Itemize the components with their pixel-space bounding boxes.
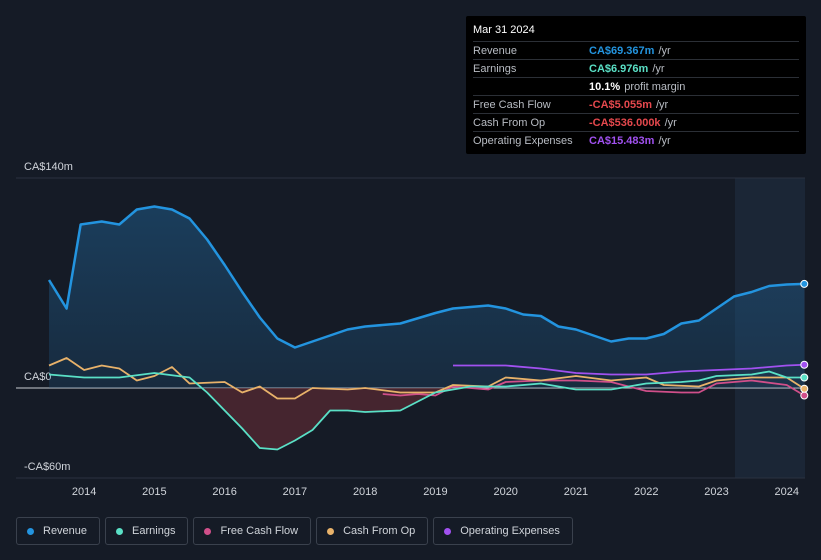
legend: Revenue Earnings Free Cash Flow Cash From O… <box>16 517 573 545</box>
tooltip-label: Revenue <box>473 44 518 57</box>
legend-item[interactable]: Revenue <box>16 517 101 545</box>
x-tick-label: 2023 <box>704 486 728 498</box>
x-tick-label: 2022 <box>634 486 658 498</box>
legend-dot <box>444 527 452 535</box>
tooltip-suffix: /yr <box>655 98 669 111</box>
end-dot <box>800 391 809 400</box>
x-tick-label: 2020 <box>493 486 517 498</box>
tooltip-row: Cash From Op -CA$536.000k/yr <box>473 113 799 131</box>
tooltip-suffix: profit margin <box>624 80 686 93</box>
x-tick-label: 2024 <box>774 486 798 498</box>
tooltip-row: Free Cash Flow -CA$5.055m/yr <box>473 95 799 113</box>
revenue-area <box>49 206 805 388</box>
legend-item[interactable]: Free Cash Flow <box>193 517 312 545</box>
earnings-area <box>49 388 805 450</box>
tooltip-row: Operating Expenses CA$15.483m/yr <box>473 131 799 149</box>
legend-label: Earnings <box>132 525 176 537</box>
x-tick-label: 2019 <box>423 486 447 498</box>
tooltip-date: Mar 31 2024 <box>473 24 535 36</box>
tooltip-row: 10.1% profit margin <box>473 77 799 95</box>
end-dot <box>800 279 809 288</box>
legend-label: Cash From Op <box>343 525 416 537</box>
tooltip-label: Cash From Op <box>473 116 546 129</box>
tooltip-label: Earnings <box>473 62 517 75</box>
y-tick-label: CA$140m <box>24 161 73 173</box>
series-line <box>453 363 805 376</box>
x-tick-label: 2014 <box>72 486 96 498</box>
tooltip-suffix: /yr <box>652 62 665 75</box>
series-line <box>47 205 805 349</box>
tooltip-value: CA$69.367m <box>589 44 655 57</box>
x-tick-label: 2021 <box>564 486 588 498</box>
legend-label: Revenue <box>43 525 88 537</box>
tooltip-value: -CA$536.000k <box>589 116 661 129</box>
tooltip-row: Earnings CA$6.976m/yr <box>473 59 799 77</box>
tooltip-suffix: /yr <box>664 116 677 129</box>
tooltip-row: Revenue CA$69.367m/yr <box>473 41 799 59</box>
end-dot <box>800 384 809 393</box>
legend-item[interactable]: Cash From Op <box>316 517 429 545</box>
legend-dot <box>327 527 335 535</box>
x-tick-label: 2017 <box>283 486 307 498</box>
tooltip-suffix: /yr <box>658 44 671 57</box>
end-dot <box>800 360 809 369</box>
legend-label: Operating Expenses <box>460 525 560 537</box>
tooltip-label: Operating Expenses <box>473 134 573 147</box>
legend-dot <box>27 527 34 535</box>
y-tick-label: CA$0 <box>24 371 52 383</box>
legend-dot <box>116 527 124 535</box>
legend-dot <box>204 527 212 535</box>
end-dot <box>800 373 809 382</box>
tooltip: Mar 31 2024 Revenue CA$69.367m/yr Earnings… <box>466 16 806 154</box>
tooltip-label: Free Cash Flow <box>473 98 551 111</box>
x-tick-label: 2016 <box>212 486 236 498</box>
x-tick-label: 2018 <box>353 486 377 498</box>
series-line <box>48 370 805 451</box>
legend-item[interactable]: Operating Expenses <box>433 517 573 545</box>
tooltip-value: CA$15.483m <box>589 134 655 147</box>
x-tick-label: 2015 <box>142 486 166 498</box>
tooltip-value: -CA$5.055m <box>589 98 652 111</box>
y-tick-label: -CA$60m <box>24 461 70 473</box>
legend-label: Free Cash Flow <box>220 525 299 537</box>
tooltip-value: 10.1% <box>589 80 621 93</box>
legend-item[interactable]: Earnings <box>105 517 189 545</box>
tooltip-suffix: /yr <box>658 134 671 147</box>
tooltip-value: CA$6.976m <box>589 62 649 75</box>
